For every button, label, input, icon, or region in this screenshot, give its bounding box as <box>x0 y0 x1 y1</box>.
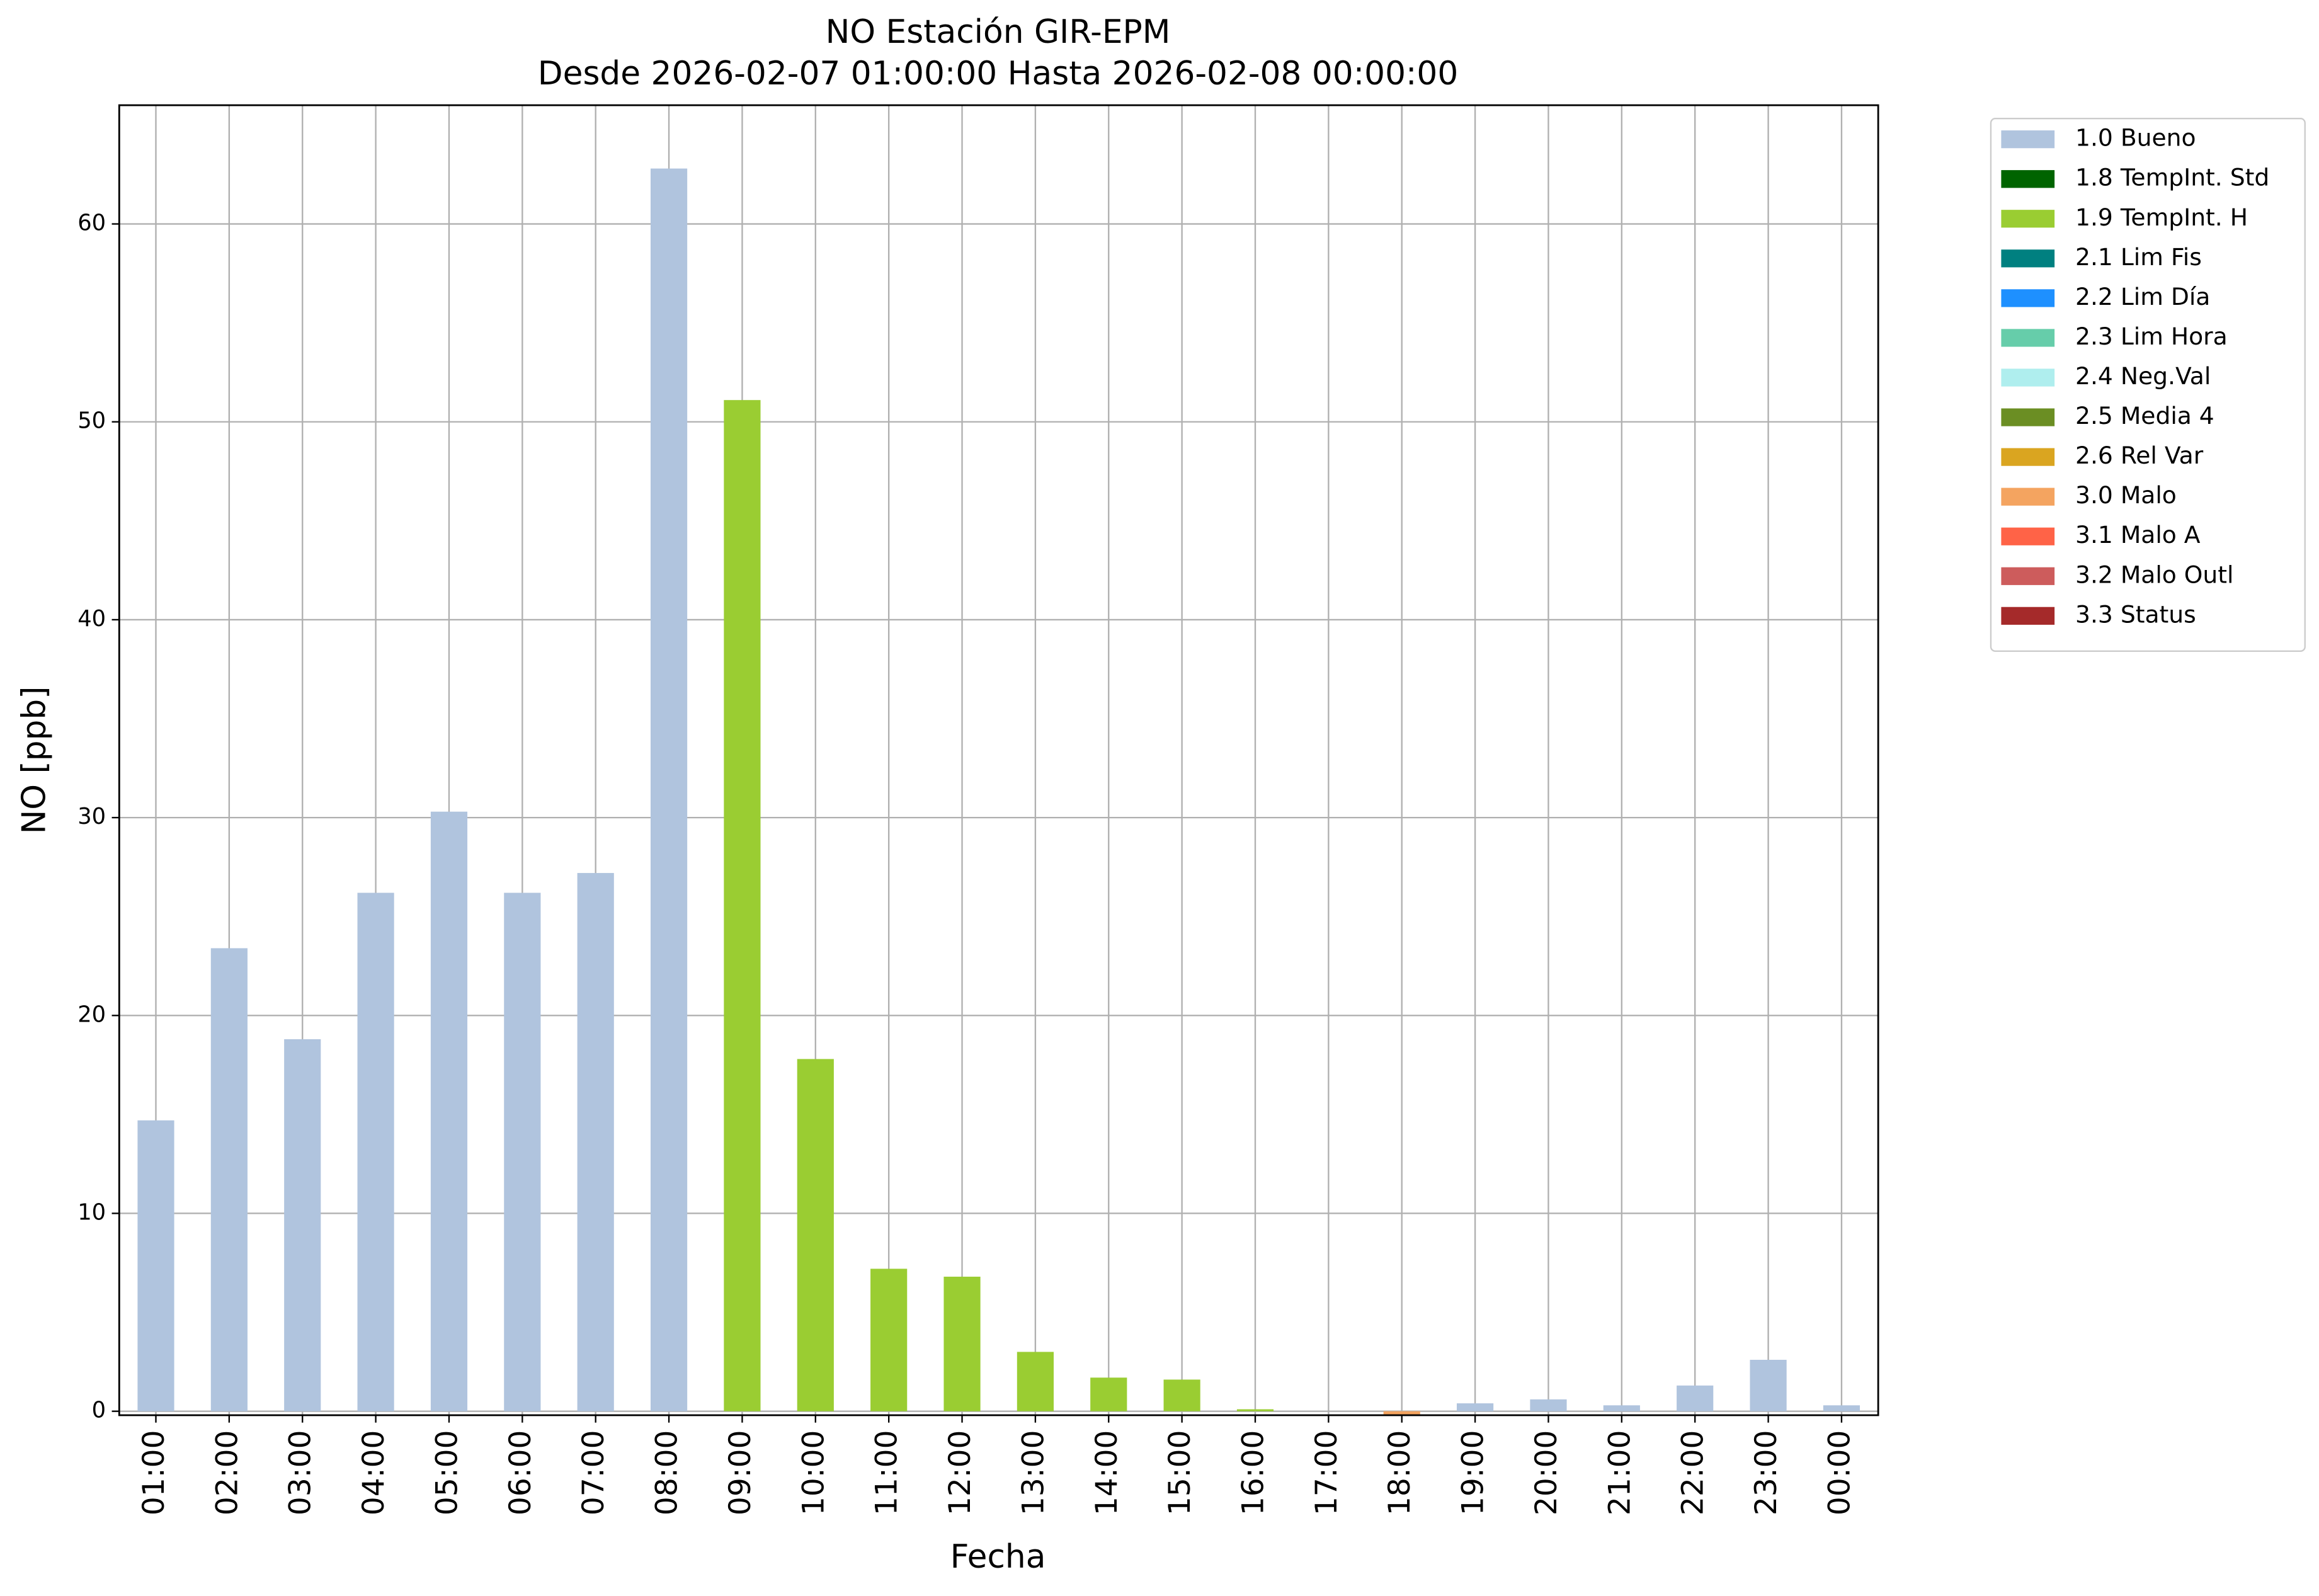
bar <box>137 1120 174 1411</box>
bar <box>357 892 394 1411</box>
bar <box>943 1277 981 1411</box>
legend-swatch <box>2001 607 2055 625</box>
chart-title: NO Estación GIR-EPM <box>826 13 1171 51</box>
legend-label: 2.1 Lim Fis <box>2075 243 2202 271</box>
y-tick-label: 50 <box>77 408 106 434</box>
legend-swatch <box>2001 289 2055 307</box>
legend-box <box>1990 118 2306 653</box>
bar <box>1383 1411 1420 1415</box>
x-tick-label: 12:00 <box>943 1430 977 1515</box>
x-tick-label: 11:00 <box>870 1430 904 1515</box>
x-tick-label: 04:00 <box>356 1430 391 1515</box>
x-tick-label: 06:00 <box>503 1430 538 1515</box>
x-tick-label: 07:00 <box>576 1430 611 1515</box>
x-tick-label: 14:00 <box>1090 1430 1124 1515</box>
legend-swatch <box>2001 487 2055 506</box>
bar <box>1017 1352 1054 1411</box>
bar <box>284 1039 321 1411</box>
legend-label: 2.4 Neg.Val <box>2075 362 2211 390</box>
x-tick-label: 17:00 <box>1309 1430 1344 1515</box>
y-tick-label: 10 <box>77 1199 106 1225</box>
y-axis-label: NO [ppb] <box>16 687 54 835</box>
legend-swatch <box>2001 527 2055 545</box>
legend-label: 2.2 Lim Día <box>2075 283 2210 311</box>
legend-label: 2.3 Lim Hora <box>2075 322 2228 350</box>
y-tick-label: 60 <box>77 210 106 236</box>
x-tick-label: 08:00 <box>650 1430 685 1515</box>
bar <box>1677 1385 1714 1411</box>
bar <box>430 811 468 1411</box>
legend-swatch <box>2001 567 2055 585</box>
x-tick-label: 09:00 <box>723 1430 758 1515</box>
bar <box>1603 1405 1640 1411</box>
bar <box>1530 1399 1567 1411</box>
x-tick-label: 10:00 <box>796 1430 831 1515</box>
x-tick-label: 18:00 <box>1382 1430 1417 1515</box>
legend-label: 3.0 Malo <box>2075 481 2177 509</box>
bar <box>1236 1409 1274 1411</box>
legend-label: 1.8 TempInt. Std <box>2075 164 2269 191</box>
legend-label: 1.9 TempInt. H <box>2075 203 2248 231</box>
x-tick-label: 00:00 <box>1822 1430 1857 1515</box>
x-tick-label: 20:00 <box>1529 1430 1564 1515</box>
legend-label: 2.6 Rel Var <box>2075 442 2204 469</box>
x-tick-label: 03:00 <box>283 1430 318 1515</box>
bar <box>797 1059 834 1411</box>
bar <box>1457 1403 1494 1411</box>
x-tick-label: 15:00 <box>1163 1430 1197 1515</box>
bar <box>1090 1377 1127 1411</box>
legend-swatch <box>2001 130 2055 149</box>
legend-label: 1.0 Bueno <box>2075 124 2196 152</box>
bar <box>870 1268 908 1411</box>
legend-label: 3.3 Status <box>2075 600 2196 628</box>
y-tick-label: 40 <box>77 606 106 632</box>
x-tick-label: 16:00 <box>1236 1430 1271 1515</box>
legend-label: 3.1 Malo A <box>2075 521 2201 549</box>
plot-frame <box>118 104 1879 1416</box>
bar <box>1750 1359 1787 1411</box>
x-tick-label: 13:00 <box>1016 1430 1051 1515</box>
x-tick-label: 05:00 <box>430 1430 464 1515</box>
bar <box>724 400 761 1411</box>
legend-swatch <box>2001 329 2055 347</box>
bar <box>1163 1379 1200 1411</box>
bar <box>210 948 248 1411</box>
x-axis-label: Fecha <box>950 1538 1046 1576</box>
bar <box>650 168 688 1411</box>
legend-swatch <box>2001 249 2055 268</box>
legend-label: 3.2 Malo Outl <box>2075 561 2233 588</box>
y-tick-label: 0 <box>92 1398 106 1423</box>
bar <box>504 892 541 1411</box>
legend-swatch <box>2001 170 2055 188</box>
x-tick-label: 01:00 <box>137 1430 171 1515</box>
legend-label: 2.5 Media 4 <box>2075 402 2214 430</box>
legend-swatch <box>2001 368 2055 387</box>
bar <box>1823 1405 1860 1411</box>
x-tick-label: 02:00 <box>210 1430 244 1515</box>
bar <box>577 873 614 1411</box>
legend-swatch <box>2001 408 2055 426</box>
x-tick-label: 23:00 <box>1749 1430 1784 1515</box>
legend-swatch <box>2001 448 2055 466</box>
y-tick-label: 30 <box>77 804 106 829</box>
x-tick-label: 19:00 <box>1456 1430 1491 1515</box>
y-tick-label: 20 <box>77 1001 106 1027</box>
chart-subtitle: Desde 2026-02-07 01:00:00 Hasta 2026-02-… <box>538 55 1459 93</box>
x-tick-label: 21:00 <box>1602 1430 1637 1515</box>
legend-swatch <box>2001 210 2055 228</box>
x-tick-label: 22:00 <box>1676 1430 1711 1515</box>
